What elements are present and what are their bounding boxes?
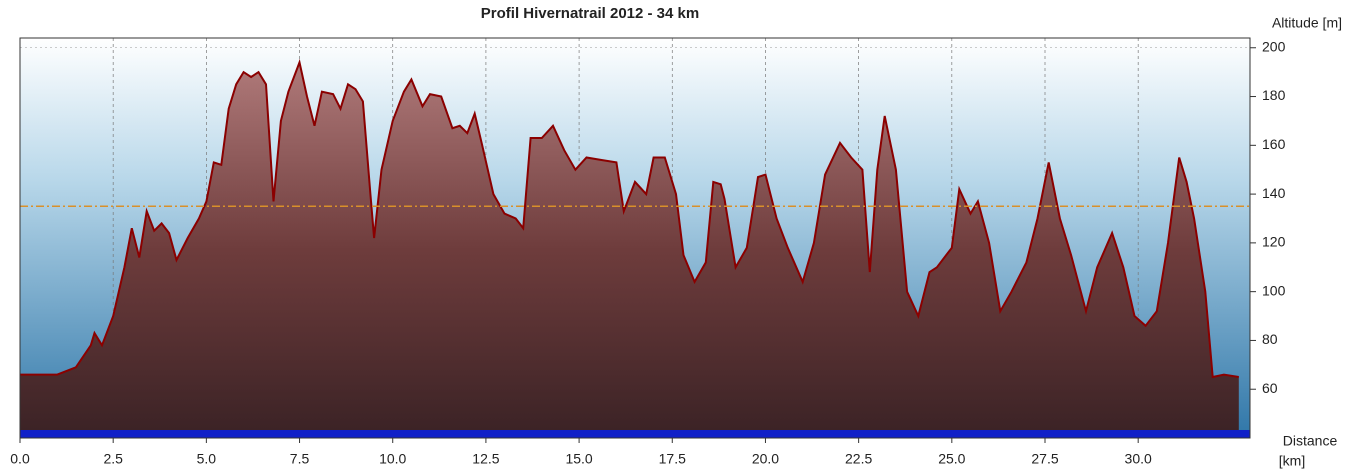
- y-tick-label: 120: [1262, 234, 1286, 250]
- y-tick-label: 100: [1262, 282, 1286, 298]
- x-tick-label: 0.0: [10, 451, 30, 467]
- x-tick-label: 30.0: [1125, 451, 1152, 467]
- y-tick-label: 140: [1262, 185, 1286, 201]
- chart-title: Profil Hivernatrail 2012 - 34 km: [481, 5, 699, 22]
- x-tick-label: 5.0: [197, 451, 217, 467]
- x-tick-label: 20.0: [752, 451, 779, 467]
- y-tick-label: 160: [1262, 136, 1286, 152]
- x-tick-label: 10.0: [379, 451, 406, 467]
- x-axis-label: [km]: [1279, 453, 1305, 469]
- x-tick-label: 15.0: [565, 451, 592, 467]
- area-fill: [20, 62, 1239, 439]
- x-axis-label: Distance: [1283, 433, 1338, 449]
- plot-frame: [19, 37, 1251, 439]
- x-tick-label: 17.5: [659, 451, 686, 467]
- x-tick-label: 12.5: [472, 451, 499, 467]
- y-tick-label: 80: [1262, 331, 1278, 347]
- x-tick-label: 22.5: [845, 451, 872, 467]
- x-tick-label: 27.5: [1031, 451, 1058, 467]
- x-tick-label: 25.0: [938, 451, 965, 467]
- y-tick-label: 180: [1262, 87, 1286, 103]
- baseline-bar: [20, 430, 1250, 438]
- x-tick-label: 2.5: [103, 451, 123, 467]
- x-tick-label: 7.5: [290, 451, 310, 467]
- y-axis-label: Altitude [m]: [1272, 15, 1342, 31]
- profile-line: [20, 58, 1239, 379]
- y-tick-label: 200: [1262, 38, 1286, 54]
- y-tick-label: 60: [1262, 380, 1278, 396]
